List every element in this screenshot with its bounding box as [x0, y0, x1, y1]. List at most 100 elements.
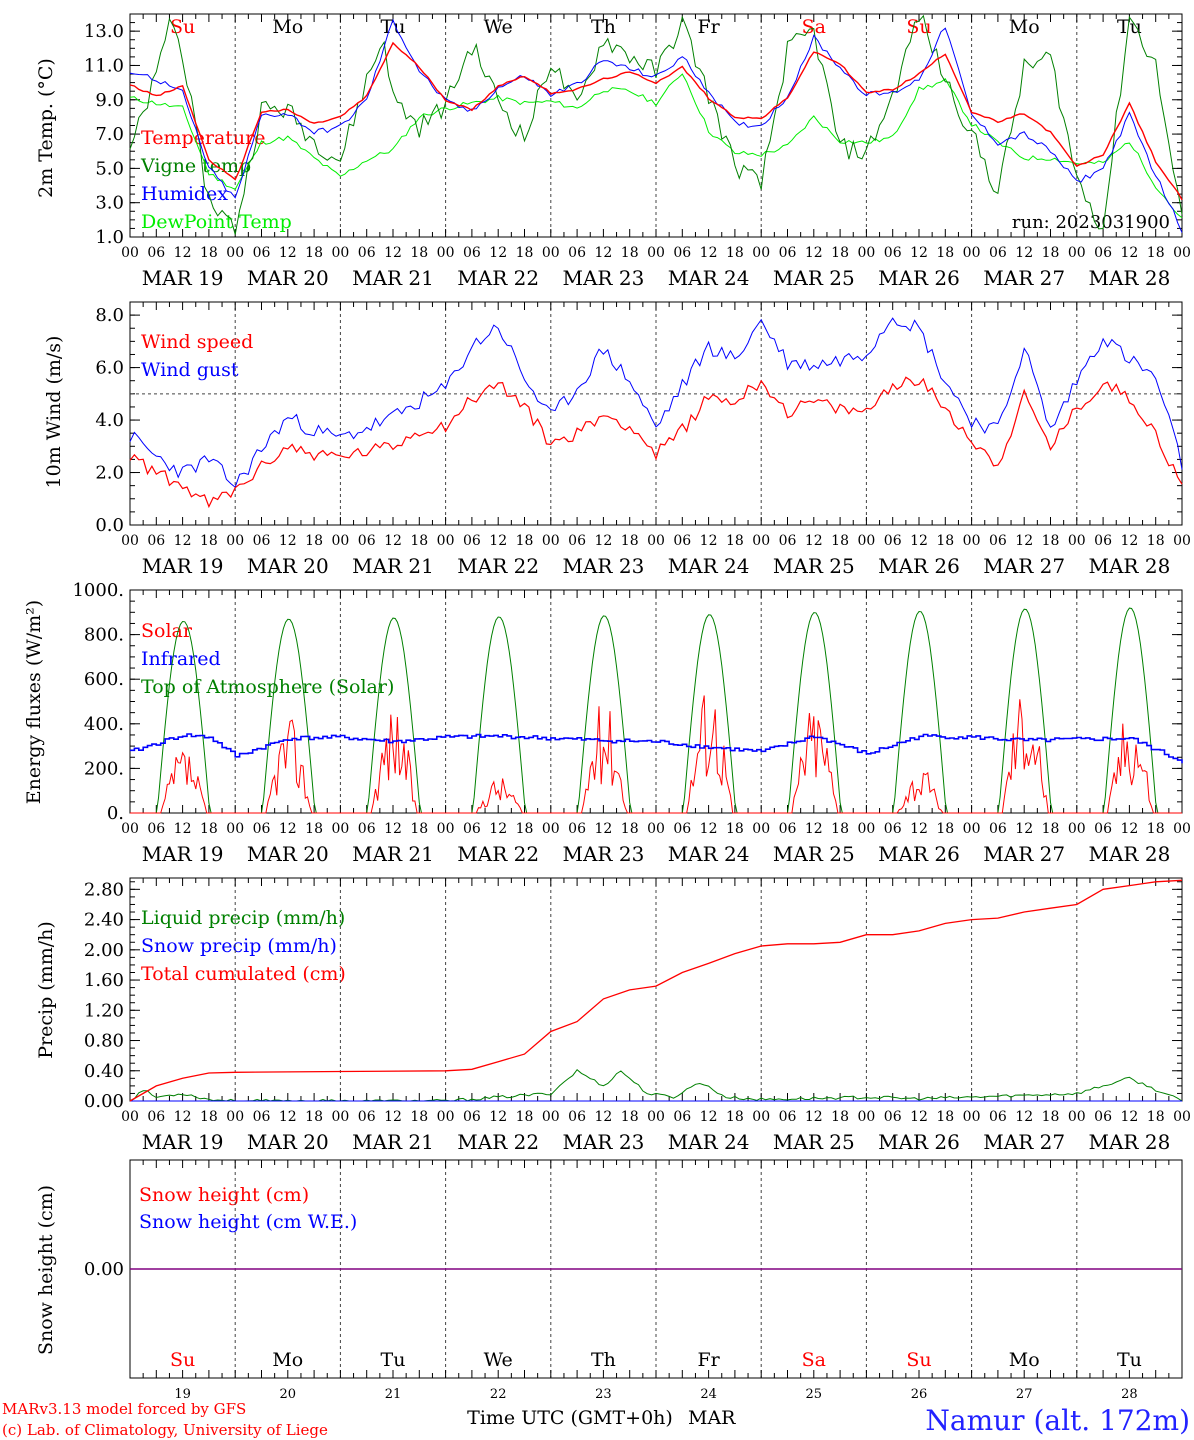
- hour-label: 00: [121, 245, 139, 261]
- month-label: MAR: [688, 1407, 736, 1429]
- hour-label: 12: [1120, 821, 1138, 837]
- day-label: MAR 22: [457, 1130, 539, 1154]
- hour-label: 06: [1094, 533, 1112, 549]
- hour-label: 12: [174, 1109, 192, 1125]
- day-label: MAR 19: [142, 842, 224, 866]
- day-label: MAR 28: [1089, 554, 1171, 578]
- hour-label: 12: [1120, 533, 1138, 549]
- y-tick-label: 0.0: [95, 515, 124, 536]
- y-tick-label: 2.80: [84, 879, 124, 900]
- y-tick-label: 400.: [84, 714, 124, 735]
- day-number: 20: [280, 1387, 297, 1402]
- hour-label: 12: [805, 245, 823, 261]
- hour-label: 12: [910, 533, 928, 549]
- day-number: 26: [911, 1387, 928, 1402]
- y-tick-label: 1.60: [84, 970, 124, 991]
- hour-label: 06: [989, 533, 1007, 549]
- day-label: MAR 25: [773, 1130, 855, 1154]
- hour-label: 18: [1042, 533, 1060, 549]
- day-number: 23: [595, 1387, 612, 1402]
- weekday-label: Mo: [272, 16, 303, 38]
- weekday-label: We: [484, 16, 513, 38]
- hour-label: 00: [1173, 533, 1191, 549]
- hour-label: 00: [647, 821, 665, 837]
- day-number: 25: [806, 1387, 823, 1402]
- hour-label: 12: [489, 245, 507, 261]
- day-label: MAR 25: [773, 554, 855, 578]
- day-label: MAR 20: [247, 266, 329, 290]
- hour-label: 18: [200, 1109, 218, 1125]
- temperature-panel: 2m Temp. (°C) Temperature Vigne temp Hum…: [35, 13, 1191, 290]
- hour-label: 00: [437, 1109, 455, 1125]
- hour-label: 00: [1068, 821, 1086, 837]
- hour-label: 00: [121, 533, 139, 549]
- hour-label: 18: [1042, 821, 1060, 837]
- hour-label: 18: [831, 1109, 849, 1125]
- hour-label: 18: [516, 245, 534, 261]
- day-label: MAR 26: [878, 1130, 960, 1154]
- hour-label: 12: [489, 821, 507, 837]
- y-tick-label: 1000.: [72, 580, 124, 601]
- y-tick-label: 2.40: [84, 910, 124, 931]
- day-label: MAR 25: [773, 842, 855, 866]
- hour-label: 12: [279, 533, 297, 549]
- hour-label: 06: [253, 245, 271, 261]
- hour-label: 18: [621, 821, 639, 837]
- legend-infrared: Infrared: [141, 648, 221, 670]
- hour-label: 00: [647, 245, 665, 261]
- day-label: MAR 27: [983, 842, 1065, 866]
- hour-label: 18: [200, 533, 218, 549]
- humidex-line: [129, 18, 1183, 233]
- day-label: MAR 20: [247, 842, 329, 866]
- hour-label: 06: [673, 821, 691, 837]
- precip-panel: Precip (mm/h) Liquid precip (mm/h) Snow …: [35, 877, 1191, 1154]
- day-label: MAR 26: [878, 554, 960, 578]
- hour-label: 00: [542, 245, 560, 261]
- hour-label: 06: [989, 821, 1007, 837]
- day-label: MAR 25: [773, 266, 855, 290]
- day-number: 24: [700, 1387, 717, 1402]
- hour-label: 18: [305, 1109, 323, 1125]
- day-label: MAR 24: [668, 554, 750, 578]
- hour-label: 12: [910, 1109, 928, 1125]
- precip-ylabel: Precip (mm/h): [35, 921, 57, 1059]
- hour-label: 00: [1173, 1109, 1191, 1125]
- hour-label: 06: [779, 245, 797, 261]
- weekday-label: We: [484, 1349, 513, 1371]
- day-label: MAR 24: [668, 1130, 750, 1154]
- day-label: MAR 20: [247, 1130, 329, 1154]
- y-tick-label: 13.0: [84, 21, 124, 42]
- hour-label: 18: [621, 245, 639, 261]
- day-label: MAR 27: [983, 266, 1065, 290]
- y-tick-label: 200.: [84, 758, 124, 779]
- hour-label: 00: [752, 533, 770, 549]
- hour-label: 18: [1147, 821, 1165, 837]
- vigne-temp-line: [129, 14, 1183, 235]
- weekday-label: Fr: [697, 16, 720, 38]
- weekday-label: Mo: [1009, 16, 1040, 38]
- y-tick-label: 600.: [84, 669, 124, 690]
- hour-label: 12: [174, 533, 192, 549]
- hour-label: 00: [963, 533, 981, 549]
- wind-gust-line: [129, 317, 1183, 489]
- hour-label: 12: [489, 1109, 507, 1125]
- hour-label: 12: [700, 821, 718, 837]
- hour-label: 06: [463, 821, 481, 837]
- hour-label: 12: [384, 1109, 402, 1125]
- legend-vigne-temp: Vigne temp: [140, 155, 251, 177]
- legend-snow-height-we: Snow height (cm W.E.): [139, 1211, 357, 1233]
- hour-label: 06: [463, 245, 481, 261]
- hour-label: 12: [1015, 821, 1033, 837]
- weekday-label: Tu: [381, 1349, 406, 1371]
- hour-label: 18: [831, 821, 849, 837]
- day-label: MAR 27: [983, 554, 1065, 578]
- hour-label: 00: [331, 1109, 349, 1125]
- day-label: MAR 24: [668, 842, 750, 866]
- y-tick-label: 11.0: [84, 55, 124, 76]
- hour-label: 18: [200, 821, 218, 837]
- hour-label: 18: [1042, 245, 1060, 261]
- hour-label: 18: [516, 1109, 534, 1125]
- hour-label: 12: [489, 533, 507, 549]
- hour-label: 18: [305, 821, 323, 837]
- hour-label: 00: [647, 533, 665, 549]
